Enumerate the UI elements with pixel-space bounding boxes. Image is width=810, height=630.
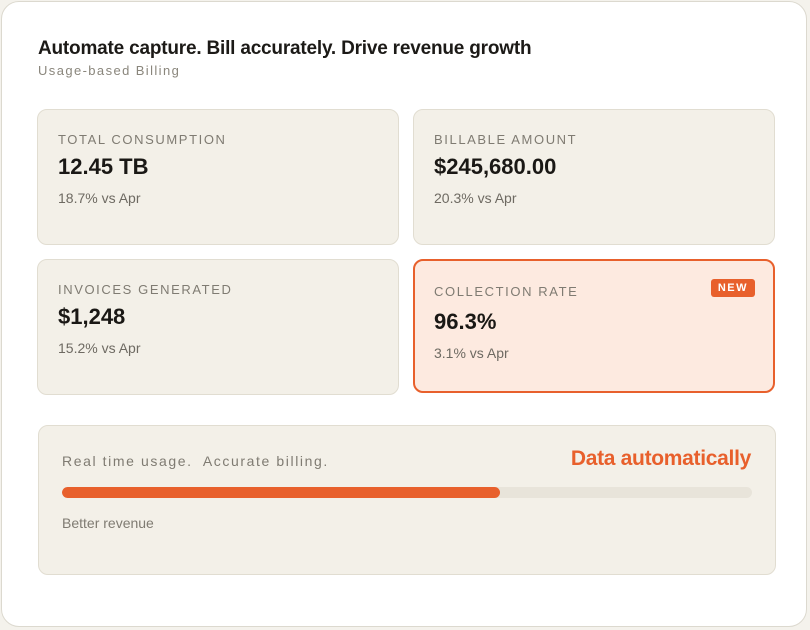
automation-progress-card: Real time usage. Accurate billing. Data … [38, 425, 776, 575]
progress-headline: Data automatically [570, 447, 751, 470]
metric-card-total-consumption: TOTAL CONSUMPTION 12.45 TB 18.7% vs Apr [37, 109, 399, 245]
metric-value: 12.45 TB [58, 154, 149, 179]
metric-change: 18.7% vs Apr [58, 190, 141, 206]
metric-label: INVOICES GENERATED [58, 282, 233, 297]
page-subtitle: Usage-based Billing [38, 63, 181, 78]
page-title: Automate capture. Bill accurately. Drive… [38, 38, 532, 59]
metric-card-invoices-generated: INVOICES GENERATED $1,248 15.2% vs Apr [37, 259, 399, 395]
metric-change: 3.1% vs Apr [434, 345, 509, 361]
metric-label: BILLABLE AMOUNT [434, 132, 578, 147]
metric-value: 96.3% [434, 309, 497, 334]
metric-change: 15.2% vs Apr [58, 340, 141, 356]
metric-label: COLLECTION RATE [434, 284, 579, 299]
metric-value: $1,248 [58, 304, 126, 329]
metric-change: 20.3% vs Apr [434, 190, 517, 206]
progress-bar-fill [62, 487, 501, 498]
metric-label: TOTAL CONSUMPTION [58, 132, 227, 147]
progress-tagline: Real time usage. Accurate billing. [62, 453, 329, 469]
metric-card-billable-amount: BILLABLE AMOUNT $245,680.00 20.3% vs Apr [413, 109, 775, 245]
progress-footer: Better revenue [62, 515, 154, 531]
metric-value: $245,680.00 [434, 154, 557, 179]
new-badge: NEW [710, 279, 755, 297]
progress-bar-track [62, 487, 752, 498]
metric-card-collection-rate: COLLECTION RATE NEW 96.3% 3.1% vs Apr [413, 259, 775, 393]
